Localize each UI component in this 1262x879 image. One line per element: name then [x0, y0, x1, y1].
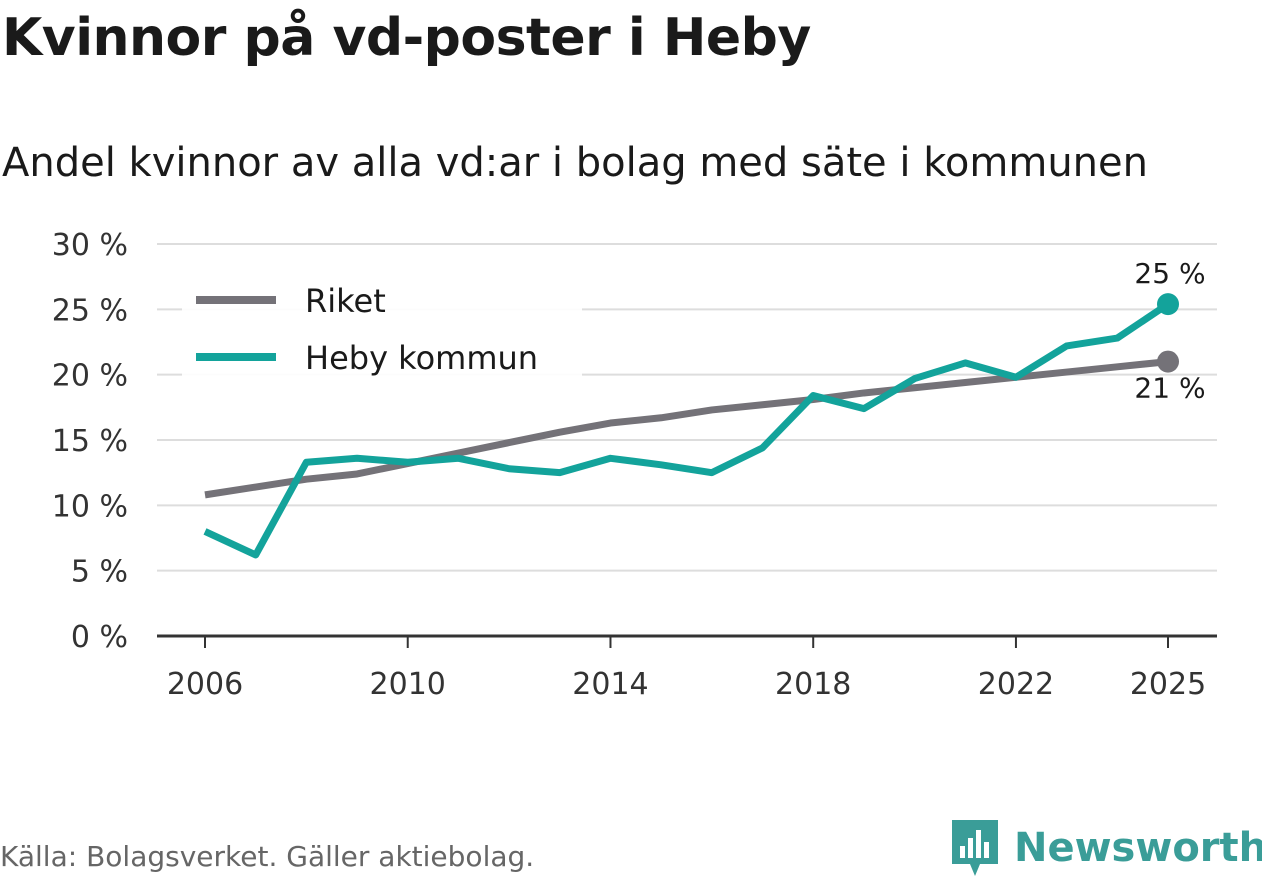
series-line-heby [203, 301, 1170, 559]
y-tick-label: 0 % [71, 620, 128, 655]
x-tick-label: 2022 [978, 667, 1054, 702]
y-tick-label: 25 % [52, 293, 128, 328]
brand-name: Newsworthy [1014, 825, 1262, 871]
end-point-heby [1157, 293, 1179, 316]
x-tick-label: 2014 [572, 667, 648, 702]
bar-chart-icon [952, 820, 998, 876]
chart-subtitle: Andel kvinnor av alla vd:ar i bolag med … [2, 140, 1148, 186]
legend-label-heby: Heby kommun [305, 339, 538, 377]
series-line-riket [204, 358, 1169, 499]
y-tick-label: 5 % [71, 555, 128, 590]
legend-box [182, 268, 582, 380]
newsworthy-logo: Newsworthy [950, 818, 1262, 878]
chart-title: Kvinnor på vd-poster i Heby [2, 8, 811, 68]
x-tick-label: 2025 [1130, 667, 1206, 702]
line-chart: 0 % 5 % 10 % 15 % 20 % 25 % 30 % 2006 2010 2014 20… [52, 228, 1217, 702]
legend-label-riket: Riket [305, 282, 386, 320]
x-tick-label: 2018 [775, 667, 851, 702]
x-tick-label: 2010 [370, 667, 446, 702]
source-note: Källa: Bolagsverket. Gäller aktiebolag. [0, 840, 535, 873]
y-tick-label: 20 % [52, 359, 128, 394]
end-label-riket: 21 % [1134, 372, 1205, 405]
y-tick-label: 15 % [52, 424, 128, 459]
y-tick-label: 10 % [52, 489, 128, 524]
x-tick-label: 2006 [167, 667, 243, 702]
y-tick-label: 30 % [52, 228, 128, 263]
end-label-heby: 25 % [1134, 257, 1205, 290]
end-point-riket [1157, 350, 1179, 373]
